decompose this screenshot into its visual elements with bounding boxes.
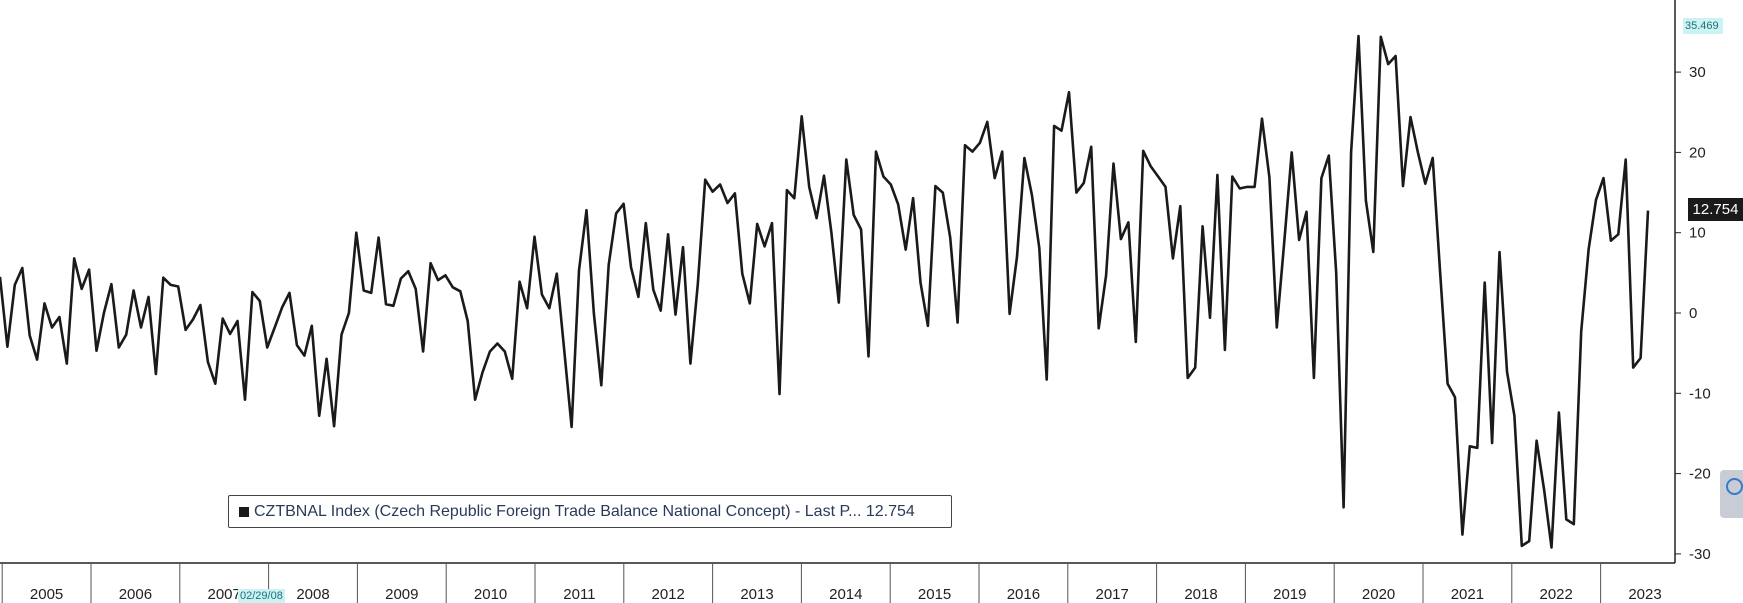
chart-scroll-icon[interactable] (1726, 478, 1743, 495)
x-tick-label: 2018 (1184, 586, 1217, 603)
x-tick-label: 2005 (30, 586, 63, 603)
x-tick-label: 2008 (296, 586, 329, 603)
x-tick-label: 2017 (1096, 586, 1129, 603)
y-tick-label: -10 (1689, 385, 1711, 402)
x-axis-ticks: 2005 2006 2007 2008 2009 2010 2011 2012 2013 2014… (1, 563, 1662, 603)
y-axis-ticks: 30 20 10 0 -10 -20 -30 (1675, 64, 1711, 563)
x-tick-label: 2014 (829, 586, 862, 603)
x-tick-label: 2012 (652, 586, 685, 603)
last-value-marker: 12.754 (1688, 198, 1743, 221)
x-tick-label: 2011 (563, 586, 595, 603)
x-tick-label: 2007 (208, 586, 241, 603)
y-tick-label: 20 (1689, 144, 1706, 161)
x-tick-label: 2013 (740, 586, 773, 603)
x-tick-label: 2022 (1540, 586, 1573, 603)
y-tick-label: -30 (1689, 546, 1711, 563)
x-tick-label: 2016 (1007, 586, 1040, 603)
x-tick-label: 2023 (1628, 586, 1661, 603)
y-tick-label: 10 (1689, 225, 1706, 242)
x-tick-label: 2021 (1451, 586, 1484, 603)
legend-swatch (239, 506, 249, 517)
x-tick-label: 2006 (119, 586, 152, 603)
x-tick-label: 2020 (1362, 586, 1395, 603)
legend[interactable]: CZTBNAL Index (Czech Republic Foreign Tr… (228, 495, 952, 528)
x-tick-label: 2009 (385, 586, 418, 603)
y-tick-label: -20 (1689, 466, 1711, 483)
y-tick-label: 0 (1689, 305, 1697, 322)
x-tick-label: 2015 (918, 586, 951, 603)
x-tick-label: 2010 (474, 586, 507, 603)
legend-text: CZTBNAL Index (Czech Republic Foreign Tr… (254, 502, 915, 520)
max-value-marker: 35.469 (1683, 18, 1723, 34)
axes (0, 0, 1676, 564)
cursor-date-label: 02/29/08 (238, 589, 285, 603)
y-tick-label: 30 (1689, 64, 1706, 81)
series-line-cztbnal (0, 34, 1650, 549)
x-tick-label: 2019 (1273, 586, 1306, 603)
